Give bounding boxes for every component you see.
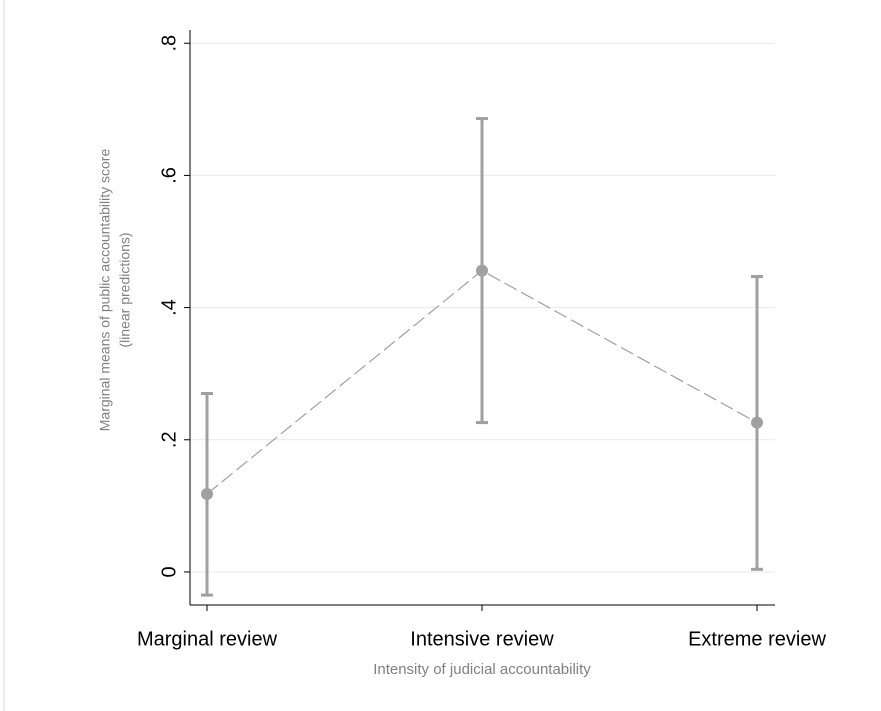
y-tick-label: .6 bbox=[158, 167, 180, 184]
point bbox=[476, 264, 488, 277]
y-tick-label: .8 bbox=[158, 35, 180, 52]
y-axis-label: Marginal means of public accountability … bbox=[97, 149, 113, 432]
x-axis-label: Intensity of judicial accountability bbox=[373, 661, 591, 678]
y-axis-label: (linear predictions) bbox=[117, 232, 133, 347]
point bbox=[751, 416, 763, 429]
y-tick-label: .4 bbox=[158, 299, 180, 316]
y-tick-label: .2 bbox=[158, 431, 180, 448]
x-tick-label: Extreme review bbox=[688, 628, 826, 650]
y-tick-label: 0 bbox=[158, 566, 180, 577]
x-tick-label: Intensive review bbox=[410, 628, 554, 650]
point bbox=[201, 487, 213, 500]
x-tick-label: Marginal review bbox=[137, 628, 278, 650]
